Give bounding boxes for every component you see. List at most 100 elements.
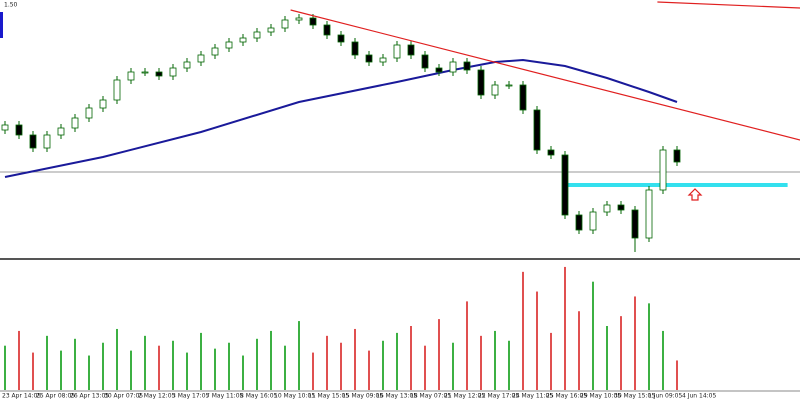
candle-body	[43, 134, 51, 149]
volume-bar	[74, 338, 76, 390]
volume-bar	[144, 335, 146, 390]
x-tick-label: 21 May 12:05	[444, 393, 485, 400]
x-tick-label: 1 Jun 09:05	[648, 393, 682, 400]
volume-bar	[438, 319, 440, 390]
volume-bar	[396, 332, 398, 390]
candle-body	[169, 67, 177, 77]
volume-bar	[620, 316, 622, 390]
volume-bar	[550, 332, 552, 390]
candle-body	[603, 204, 611, 213]
volume-bar	[298, 321, 300, 390]
volume-bar	[410, 326, 412, 390]
volume-bar	[326, 335, 328, 390]
candle-body	[407, 44, 415, 56]
candle-body	[155, 71, 163, 77]
candle-body	[365, 54, 373, 63]
candle-body	[225, 41, 233, 49]
volume-bar	[368, 350, 370, 390]
volume-bar	[158, 345, 160, 390]
candle-body	[505, 84, 513, 87]
candle-body	[309, 17, 317, 26]
volume-bar	[228, 342, 230, 390]
candle-body	[379, 57, 387, 63]
volume-bar	[494, 330, 496, 390]
candle-body	[183, 61, 191, 69]
candle-body	[29, 134, 37, 149]
volume-bar	[354, 328, 356, 390]
volume-bar	[382, 340, 384, 390]
candle-body	[659, 149, 667, 191]
volume-bar	[466, 301, 468, 390]
x-tick-label: 30 May 15:05	[614, 393, 655, 400]
volume-bar	[522, 271, 524, 390]
volume-bar	[564, 266, 566, 390]
volume-bar	[88, 355, 90, 390]
candle-body	[337, 34, 345, 43]
x-tick-label: 8 May 16:05	[240, 393, 278, 400]
volume-bar	[578, 311, 580, 390]
volume-bar	[480, 335, 482, 390]
volume-bar	[4, 345, 6, 390]
candle-body	[239, 37, 247, 43]
candle-body	[281, 19, 289, 29]
volume-bar	[242, 355, 244, 390]
volume-bar	[186, 352, 188, 390]
candle-body	[449, 61, 457, 73]
volume-bar	[32, 352, 34, 390]
candle-body	[71, 117, 79, 129]
x-tick-label: 23 Apr 14:05	[2, 393, 41, 400]
moving-average	[4, 58, 678, 178]
candle-body	[57, 127, 65, 136]
x-tick-label: 25 Apr 08:05	[36, 393, 75, 400]
volume-bar	[172, 340, 174, 390]
volume-bar	[60, 350, 62, 390]
candle-body	[491, 84, 499, 96]
volume-bar	[312, 352, 314, 390]
volume-bar	[536, 291, 538, 390]
candle-body	[617, 204, 625, 211]
candle-body	[393, 44, 401, 59]
x-tick-label: 22 May 17:05	[478, 393, 519, 400]
candle-body	[463, 61, 471, 71]
volume-bar	[200, 332, 202, 390]
x-tick-label: 15 May 09:05	[342, 393, 383, 400]
volume-bar	[648, 303, 650, 390]
x-tick-label: 24 May 11:05	[512, 393, 553, 400]
volume-bar	[284, 345, 286, 390]
volume-bar	[102, 342, 104, 390]
x-tick-label: 25 May 16:05	[546, 393, 587, 400]
candle-body	[645, 189, 653, 239]
candle-body	[141, 71, 149, 74]
volume-bar	[18, 330, 20, 390]
candle-body	[631, 209, 639, 239]
volume-bar	[508, 340, 510, 390]
volume-bar	[46, 335, 48, 390]
x-tick-label: 29 May 10:05	[580, 393, 621, 400]
volume-bar	[270, 330, 272, 390]
volume-bar	[606, 326, 608, 390]
candle-body	[533, 109, 541, 151]
x-tick-label: 30 Apr 07:05	[104, 393, 143, 400]
candle-body	[85, 107, 93, 119]
volume-bar	[424, 345, 426, 390]
volume-bar	[676, 360, 678, 390]
volume-bar	[452, 342, 454, 390]
x-tick-label: 16 May 13:05	[376, 393, 417, 400]
candle-body	[561, 154, 569, 216]
volume-bar	[214, 348, 216, 390]
x-tick-label: 26 Apr 13:05	[70, 393, 109, 400]
volume-bar	[634, 296, 636, 390]
trendline	[290, 9, 800, 141]
candle-body	[127, 71, 135, 81]
x-tick-label: 2 May 12:05	[138, 393, 176, 400]
volume-bar	[592, 281, 594, 390]
candle-body	[589, 211, 597, 231]
x-tick-label: 4 Jun 14:05	[682, 393, 716, 400]
candle-body	[295, 17, 303, 21]
up-arrow	[687, 188, 703, 201]
indicator-marker	[0, 12, 3, 38]
volume-bar	[116, 328, 118, 390]
volume-bar	[662, 330, 664, 390]
candle-body	[547, 149, 555, 156]
